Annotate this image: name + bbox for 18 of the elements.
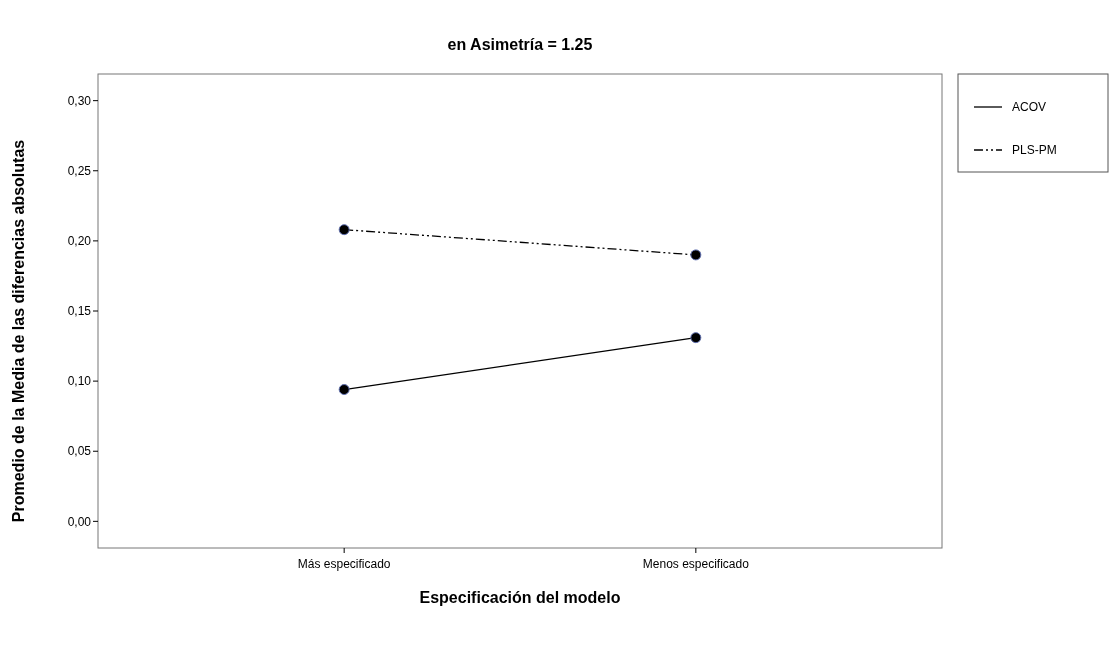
y-tick-label: 0,00 [67,514,92,529]
point [338,384,350,396]
y-tick-label: 0,30 [67,93,92,108]
x-tick-label: Menos especificado [642,557,750,571]
chart-title: en Asimetría = 1.25 [447,36,593,53]
legend-label: PLS-PM [1012,143,1057,158]
y-tick-label: 0,20 [67,234,92,249]
x-tick-label: Más especificado [297,557,391,571]
point [690,332,702,344]
y-tick-label: 0,15 [67,304,92,319]
x-axis-title: Especificación del modelo [419,589,621,606]
y-axis-title: Promedio de la Media de las diferencias absolutas [10,139,27,523]
y-tick-label: 0,05 [67,444,92,459]
legend-label: ACOV [1012,100,1047,115]
y-tick-label: 0,25 [67,163,92,178]
point [690,249,702,261]
point [338,224,350,236]
y-tick-label: 0,10 [67,374,92,389]
